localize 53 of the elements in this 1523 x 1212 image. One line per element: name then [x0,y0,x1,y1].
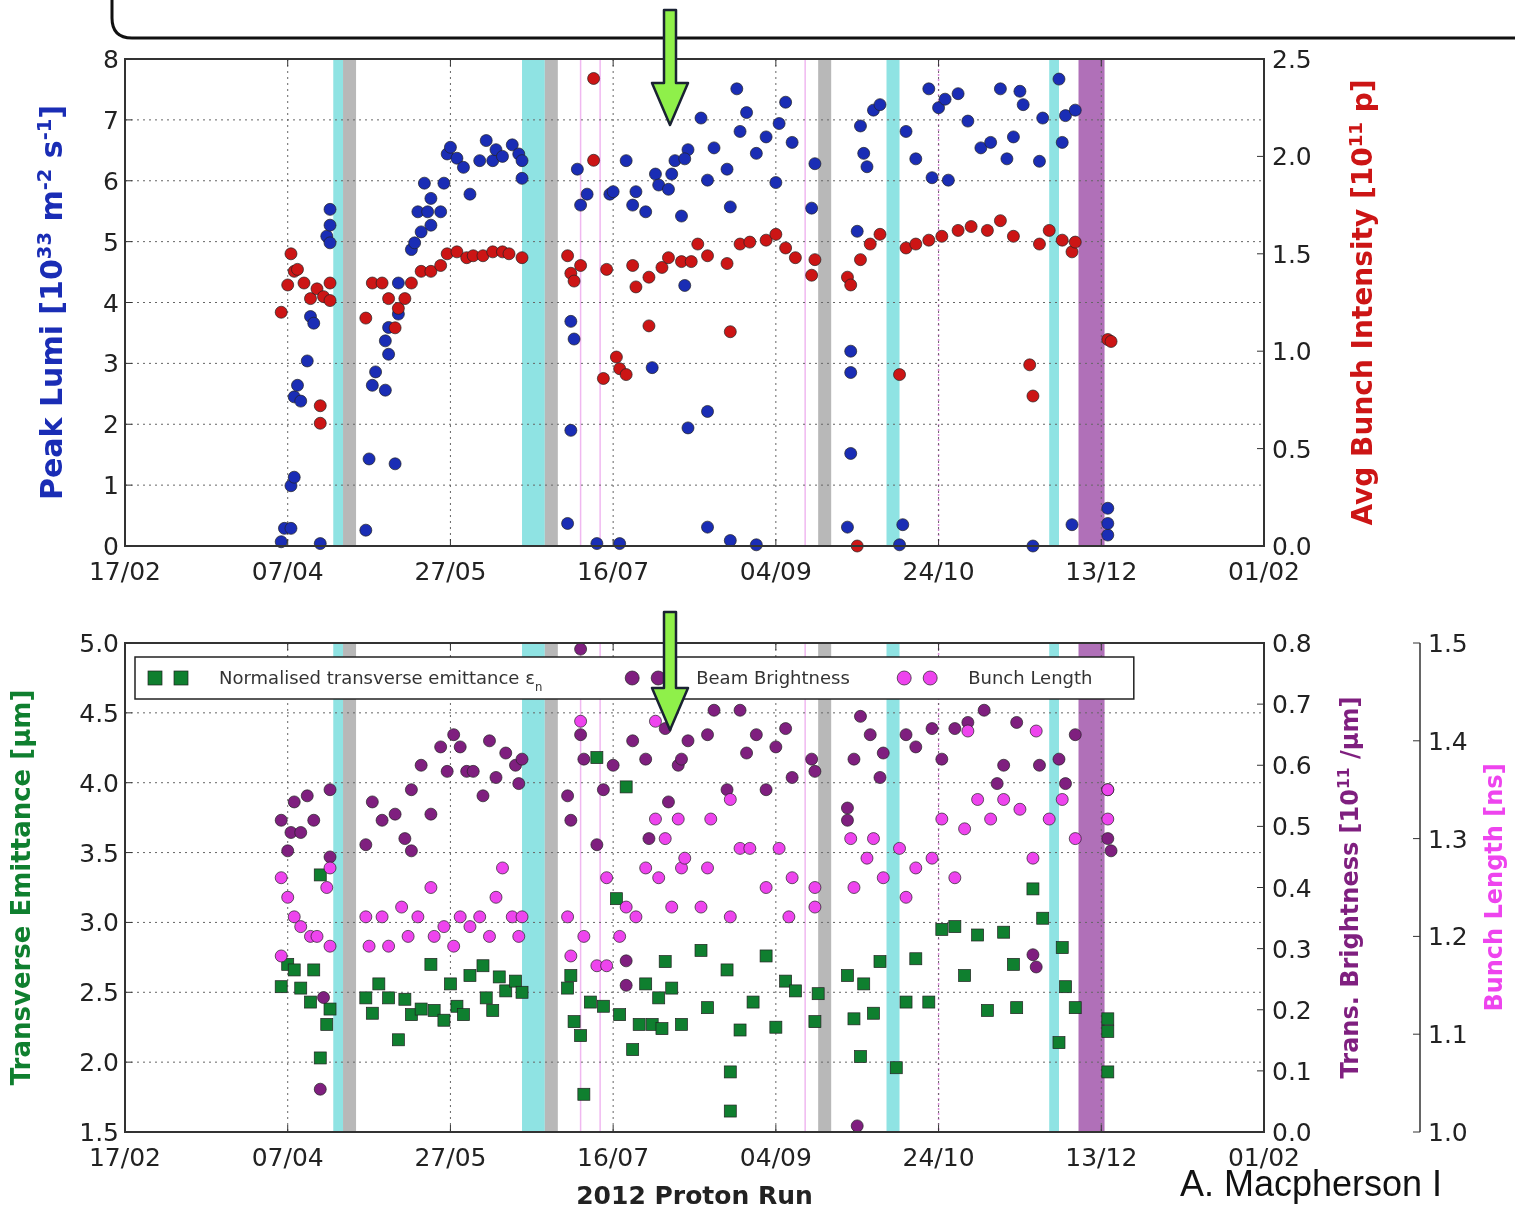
x-tick-label: 24/10 [902,1143,975,1172]
y3-tick-label: 1.4 [1428,726,1468,756]
y2-tick-label: 2.0 [1272,142,1312,172]
y-tick-label: 5 [103,227,119,257]
y-tick-label: 4.5 [79,698,119,728]
y2-tick-label: 2.5 [1272,45,1312,74]
x-tick-label: 24/10 [902,557,975,586]
legend-label: Normalised transverse emittance ε$_{n}$ [219,667,543,694]
x-tick-label: 27/05 [414,1143,487,1172]
x-tick-label: 16/07 [577,557,650,586]
x-tick-label: 04/09 [739,1143,812,1172]
y3-tick-label: 1.1 [1428,1020,1468,1050]
y2-tick-label: 0.4 [1272,873,1312,903]
y3-tick-label: 1.5 [1428,629,1468,658]
x-tick-label: 27/05 [414,557,487,586]
x-tick-label: 07/04 [251,557,324,586]
y2-tick-label: 0.5 [1272,434,1312,464]
y3-tick-label: 1.2 [1428,922,1468,952]
x-tick-label: 07/04 [251,1143,324,1172]
x-axis-title: 2012 Proton Run [576,1181,813,1210]
y2-tick-label: 0.0 [1272,1118,1312,1147]
legend-label: Bunch Length [968,667,1093,688]
y-tick-label: 6 [103,166,119,196]
x-tick-label: 16/07 [577,1143,650,1172]
y-tick-label: 2.5 [79,978,119,1008]
y2-tick-label: 0.6 [1272,751,1312,781]
y3-tick-label: 1.3 [1428,824,1468,854]
y-axis-title: Transverse Emittance [μm] [6,689,36,1086]
y3-axis-title: Bunch Length [ns] [1480,763,1508,1012]
y-tick-label: 3.0 [79,908,119,938]
y-tick-label: 8 [103,45,119,74]
y-tick-label: 5.0 [79,629,119,658]
y2-tick-label: 0.1 [1272,1056,1312,1086]
y2-tick-label: 1.0 [1272,337,1312,367]
legend-label: Beam Brightness [696,667,850,688]
y-tick-label: 3.5 [79,838,119,868]
y2-tick-label: 0.2 [1272,995,1312,1025]
x-tick-label: 04/09 [739,557,812,586]
y2-tick-label: 0.7 [1272,690,1312,720]
y-tick-label: 1 [103,471,119,501]
y2-tick-label: 1.5 [1272,239,1312,269]
y-tick-label: 4.0 [79,768,119,798]
y3-tick-label: 1.0 [1428,1118,1468,1147]
y-tick-label: 2.0 [79,1048,119,1078]
y2-tick-label: 0.8 [1272,629,1312,658]
y2-tick-label: 0.3 [1272,934,1312,964]
x-tick-label: 13/12 [1065,557,1138,586]
y2-tick-label: 0.5 [1272,812,1312,842]
y-tick-label: 4 [103,288,119,318]
y-tick-label: 2 [103,410,119,440]
y-tick-label: 3 [103,349,119,379]
x-tick-label: 13/12 [1065,1143,1138,1172]
y-tick-label: 7 [103,105,119,135]
